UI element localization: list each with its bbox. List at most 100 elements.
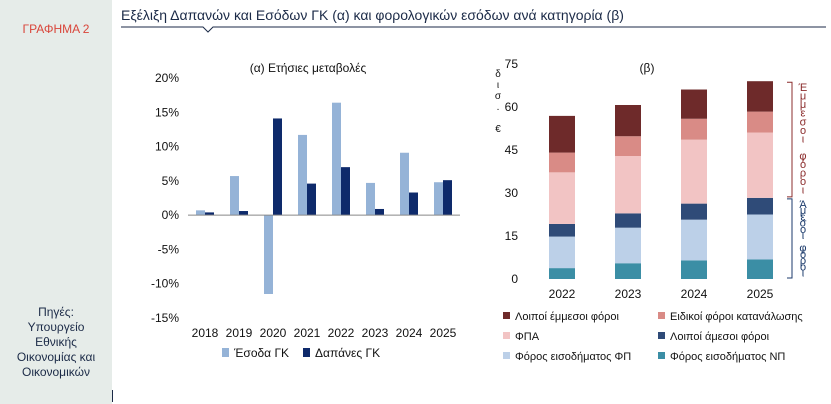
stacked-bar-segment <box>681 89 707 119</box>
bar-expenditure <box>205 212 214 216</box>
x-tick-label: 2025 <box>430 326 457 340</box>
sidebar-panel: ΓΡΑΦΗΜΑ 2 Πηγές: Υπουργείο Εθνικής Οικον… <box>0 0 112 404</box>
stacked-bar-segment <box>681 118 707 140</box>
stacked-bar-segment <box>747 111 773 133</box>
legend-swatch <box>303 348 310 357</box>
bar-revenue <box>434 182 443 216</box>
x-tick-label: 2019 <box>226 326 253 340</box>
stacked-bar-segment <box>549 115 575 153</box>
y-tick-label: 30 <box>505 186 519 200</box>
legend-swatch <box>658 332 665 339</box>
bar-expenditure <box>273 118 282 216</box>
legend-swatch <box>222 348 229 357</box>
bar-revenue <box>230 176 239 216</box>
x-tick-label: 2024 <box>396 326 423 340</box>
legend-swatch <box>503 352 510 359</box>
legend-label: Φόρος εισοδήματος ΝΠ <box>670 351 785 363</box>
y-tick-label: 0% <box>162 208 180 222</box>
figure-title: Εξέλιξη Δαπανών και Εσόδων ΓΚ (α) και φο… <box>121 7 624 23</box>
y-tick-label: 45 <box>505 143 519 157</box>
x-tick-label: 2022 <box>549 287 576 301</box>
y-tick-label: -15% <box>151 311 179 325</box>
bar-expenditure <box>239 211 248 216</box>
stacked-bar-segment <box>747 81 773 112</box>
stacked-bar-segment <box>681 203 707 220</box>
x-tick-label: 2023 <box>615 287 642 301</box>
y-tick-label: -10% <box>151 277 179 291</box>
bar-expenditure <box>443 180 452 216</box>
chart-a: -15% -10% -5% 0% 5% 10% 15% 20% 2018 2019 2020 2021… <box>151 71 460 360</box>
y-tick-label: 5% <box>162 174 180 188</box>
sources-line: Εθνικής <box>35 335 77 349</box>
legend-label: Λοιποί έμμεσοι φόροι <box>515 311 619 323</box>
bracket-line <box>787 81 793 198</box>
y-tick-label: 15 <box>505 229 519 243</box>
stacked-bar-segment <box>615 213 641 228</box>
chart-a-title: (α) Ετήσιες μεταβολές <box>250 61 367 75</box>
stacked-bar-segment <box>615 263 641 279</box>
stacked-bar-segment <box>549 268 575 279</box>
y-tick-label: 0 <box>511 272 518 286</box>
stacked-bar-segment <box>681 260 707 279</box>
legend-label: Ειδικοί φόροι κατανάλωσης <box>670 311 803 323</box>
stacked-bar-segment <box>747 197 773 215</box>
legend-swatch <box>658 352 665 359</box>
legend-label: Φόρος εισοδήματος ΦΠ <box>515 351 631 363</box>
x-tick-label: 2021 <box>294 326 321 340</box>
stacked-bar-segment <box>747 259 773 279</box>
stacked-bar-segment <box>681 139 707 204</box>
bar-revenue <box>264 215 273 294</box>
title-underline <box>121 26 826 33</box>
y-tick-label: 75 <box>505 57 519 71</box>
x-tick-label: 2023 <box>362 326 389 340</box>
bar-expenditure <box>409 192 418 216</box>
sources-note: Πηγές: Υπουργείο Εθνικής Οικονομίας και … <box>0 305 112 380</box>
x-tick-label: 2020 <box>260 326 287 340</box>
sources-line: Πηγές: <box>38 305 74 319</box>
sources-line: Οικονομίας και <box>16 350 96 364</box>
legend-swatch <box>503 332 510 339</box>
legend-swatch <box>658 312 665 319</box>
legend-swatch <box>503 312 510 319</box>
stacked-bar-segment <box>615 227 641 264</box>
y-tick-label: 15% <box>155 105 179 119</box>
x-tick-label: 2025 <box>747 287 774 301</box>
x-tick-label: 2022 <box>328 326 355 340</box>
bar-expenditure <box>341 167 350 216</box>
stacked-bar-segment <box>747 132 773 198</box>
stacked-bar-segment <box>549 223 575 237</box>
x-tick-label: 2024 <box>681 287 708 301</box>
x-tick-label: 2018 <box>192 326 219 340</box>
bar-revenue <box>196 210 205 216</box>
sources-line: Οικονομικών <box>21 365 90 379</box>
legend-label: Έσοδα ΓΚ <box>233 346 289 360</box>
y-tick-label: -5% <box>158 242 180 256</box>
y-tick-label: 10% <box>155 140 179 154</box>
figure-label: ΓΡΑΦΗΜΑ 2 <box>22 22 90 36</box>
chart-b-title: (β) <box>640 61 655 75</box>
bar-revenue <box>332 102 341 216</box>
bar-revenue <box>366 182 375 216</box>
y-tick-label: 20% <box>155 71 179 85</box>
bar-expenditure <box>375 208 384 216</box>
bar-revenue <box>298 134 307 216</box>
chart-b: 0 15 30 45 60 75δ ι σ. € 2022 2023 2024 2025 Έ μ μ ε σ ο ι… <box>495 57 808 363</box>
legend-label: Λοιποί άμεσοι φόροι <box>670 331 770 343</box>
sidebar-divider-tick <box>112 390 113 402</box>
stacked-bar-segment <box>747 214 773 260</box>
stacked-bar-segment <box>615 136 641 157</box>
legend-label: ΦΠΑ <box>515 331 540 343</box>
legend-label: Δαπάνες ΓΚ <box>315 346 380 360</box>
sources-line: Υπουργείο <box>27 320 85 334</box>
bracket-line <box>787 198 793 279</box>
stacked-bar-segment <box>615 104 641 137</box>
bar-expenditure <box>307 183 316 216</box>
stacked-bar-segment <box>615 156 641 214</box>
stacked-bar-segment <box>681 219 707 261</box>
bar-revenue <box>400 152 409 216</box>
y-tick-label: 60 <box>505 100 519 114</box>
stacked-bar-segment <box>549 172 575 224</box>
